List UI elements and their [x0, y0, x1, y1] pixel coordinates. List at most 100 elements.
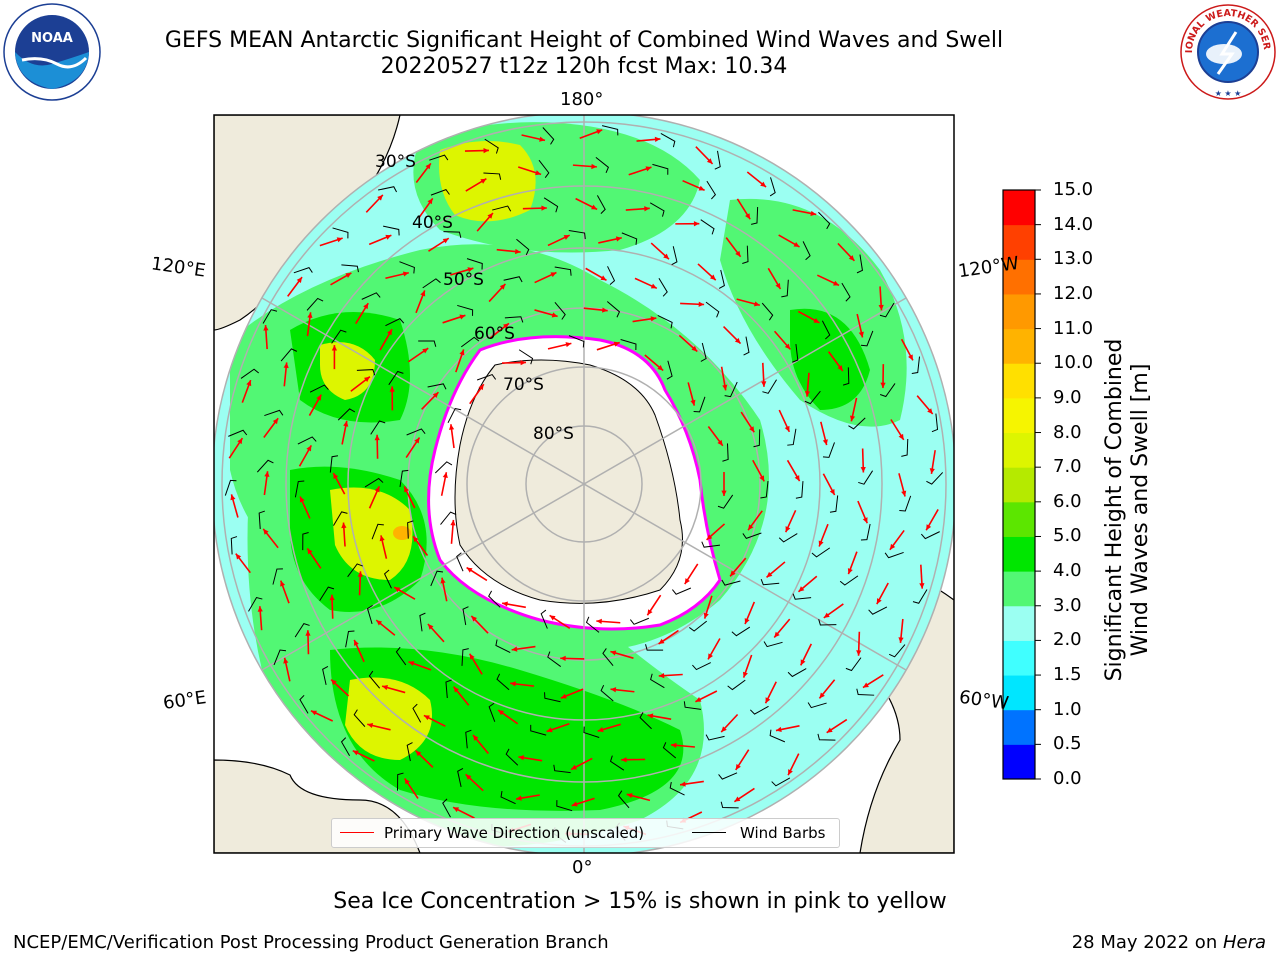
wind-barb: [518, 349, 534, 365]
wind-barb: [724, 381, 738, 398]
wind-barb: [689, 620, 708, 632]
wind-barb: [396, 772, 404, 791]
lat-label-30s: 30°S: [375, 152, 416, 172]
wave-arrow-head: [272, 418, 279, 425]
wind-barb: [460, 336, 480, 348]
wave-arrow-head: [498, 709, 504, 716]
wind-barb: [294, 623, 310, 638]
wave-arrow-head: [343, 420, 349, 427]
wave-arrow-head: [299, 496, 305, 503]
wave-arrow-head: [471, 615, 478, 622]
wave-arrow-head: [511, 646, 518, 652]
wind-barb: [230, 536, 238, 555]
wind-barb: [302, 532, 309, 551]
wave-arrow-head: [394, 587, 401, 593]
wave-arrow-head: [374, 486, 380, 493]
wave-arrow-head: [376, 620, 383, 626]
sea-ice-caption: Sea Ice Concentration > 15% is shown in …: [333, 889, 947, 914]
wave-arrow-head: [647, 713, 654, 719]
wave-arrow-head: [717, 439, 723, 446]
wind-barb: [749, 705, 769, 715]
wind-barb: [787, 668, 807, 678]
wind-barb: [811, 547, 831, 558]
wave-arrow-head: [615, 236, 622, 242]
wave-arrow-head: [813, 317, 820, 323]
wave-arrow-head: [596, 618, 602, 624]
wave-arrow-head: [691, 345, 698, 352]
wave-arrow-head: [745, 213, 751, 220]
wind-barb: [383, 569, 392, 589]
wind-barb: [406, 742, 413, 762]
wave-arrow-head: [856, 650, 862, 656]
wind-barb: [920, 531, 940, 540]
wave-arrow-head: [306, 445, 312, 452]
colorbar-tick-label: 5.0: [1053, 525, 1082, 547]
wave-arrow-head: [408, 661, 415, 667]
wave-arrow-head: [518, 755, 525, 761]
wave-arrow-head: [503, 323, 509, 329]
wave-arrow-head: [472, 735, 479, 741]
wind-barb: [856, 688, 875, 696]
wave-arrow-head: [829, 489, 835, 496]
wave-arrow-head: [775, 283, 781, 290]
wind-barb: [445, 679, 452, 699]
wind-barb: [442, 798, 451, 818]
wind-barb: [802, 241, 811, 261]
wind-barb: [429, 154, 449, 161]
wind-barb: [262, 309, 278, 324]
wave-arrow-head: [744, 618, 750, 625]
wind-barb: [583, 726, 600, 738]
wind-barb: [484, 138, 499, 154]
wave-arrow-head: [647, 609, 653, 616]
wave-arrow-head: [263, 528, 269, 535]
chart-title: GEFS MEAN Antarctic Significant Height o…: [164, 28, 1004, 53]
wind-barb: [332, 227, 349, 239]
legend-wind-label: Wind Barbs: [740, 824, 826, 842]
wind-barb: [705, 734, 725, 741]
wave-arrow-head: [833, 280, 840, 286]
colorbar-swatch: [1003, 571, 1035, 607]
wave-arrow-head: [459, 349, 465, 356]
footer-host: Hera: [1222, 932, 1266, 953]
wave-arrow-head: [721, 490, 727, 496]
wave-arrow-head: [765, 697, 771, 704]
wave-arrow-head: [442, 472, 448, 479]
wave-arrow-head: [880, 382, 886, 389]
noaa-logo: NOAA: [3, 3, 101, 101]
wave-arrow-head: [333, 473, 339, 480]
wind-barb: [743, 336, 750, 356]
wave-arrow-head: [296, 277, 303, 284]
wind-barb: [503, 276, 523, 283]
wind-barb: [333, 511, 348, 526]
wave-arrow-head: [889, 543, 896, 550]
wind-barb: [669, 781, 685, 796]
wind-barb: [860, 523, 871, 541]
wave-arrow-head: [591, 163, 597, 170]
wave-arrow-head: [541, 205, 547, 211]
wind-barb: [807, 702, 827, 709]
wave-arrow-head: [862, 682, 869, 688]
wind-barb: [600, 684, 614, 702]
colorbar-swatch: [1003, 605, 1035, 641]
lon-label-0: 0°: [572, 857, 593, 878]
wave-arrow-head: [837, 365, 843, 371]
wave-arrow-head: [621, 757, 627, 763]
colorbar-tick-label: 1.0: [1053, 698, 1082, 720]
wave-arrow-head: [878, 304, 884, 311]
wave-arrow-head: [613, 341, 620, 347]
wave-arrow-head: [382, 685, 388, 691]
wave-arrow-head: [693, 221, 700, 227]
legend-wave-label: Primary Wave Direction (unscaled): [384, 824, 645, 842]
wind-barb: [829, 495, 839, 513]
wind-barb: [280, 348, 298, 362]
wind-barb: [399, 261, 415, 274]
wave-arrow-head: [742, 671, 748, 678]
wind-barb: [329, 455, 339, 473]
legend-wind-swatch: [692, 832, 726, 833]
wind-barb: [516, 238, 530, 256]
wave-arrow-head: [654, 136, 661, 142]
wind-barb: [912, 589, 928, 604]
wave-arrow-head: [379, 535, 385, 542]
wind-barb: [720, 801, 739, 809]
wave-arrow-head: [345, 272, 352, 278]
